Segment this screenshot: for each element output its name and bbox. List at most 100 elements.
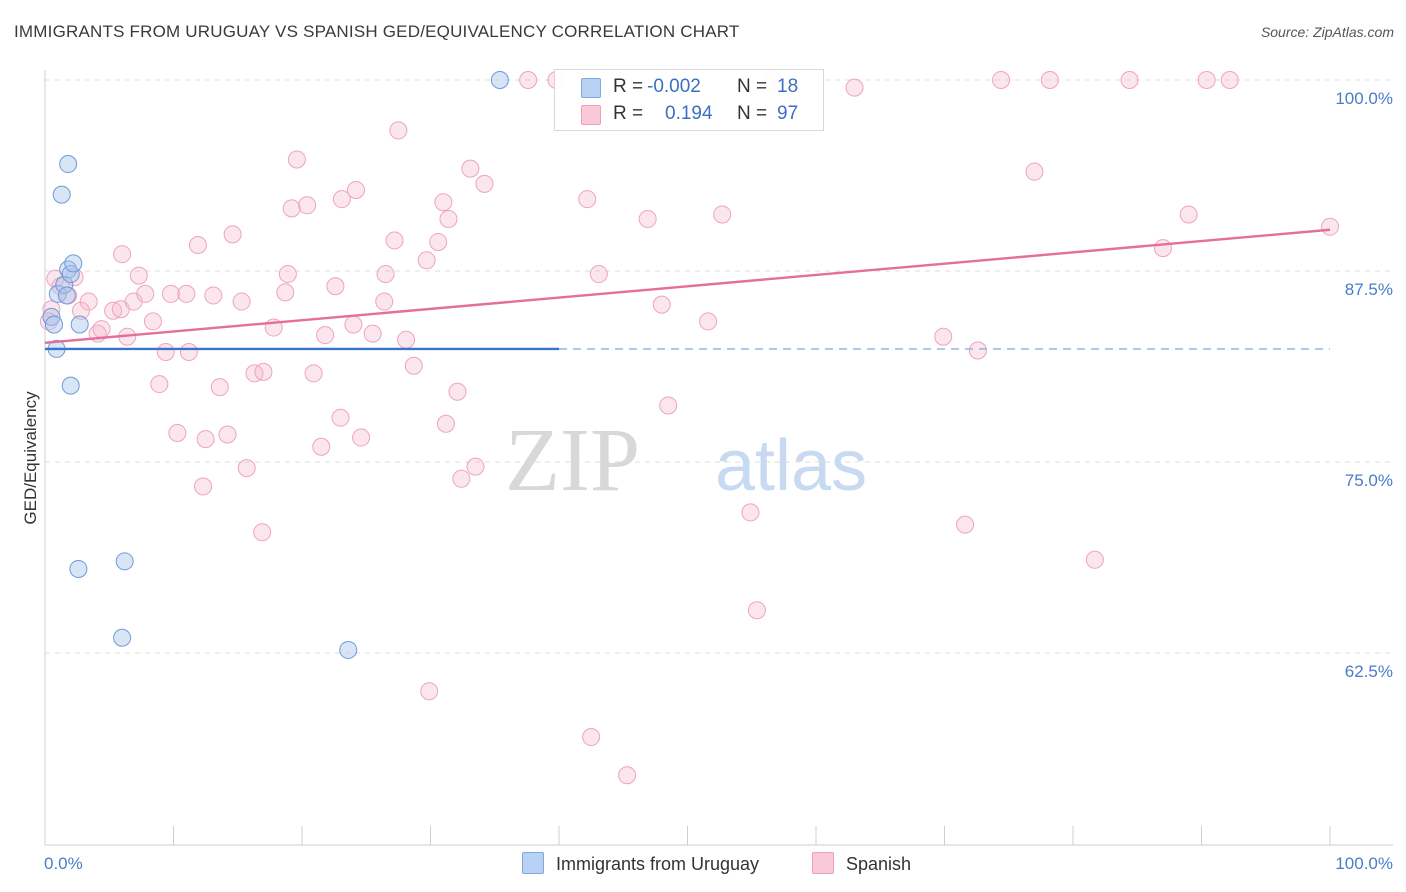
uruguay-point <box>64 254 83 273</box>
spanish-point <box>429 232 448 251</box>
spanish-point <box>992 71 1011 89</box>
spanish-point <box>618 766 637 785</box>
spanish-point <box>210 378 229 397</box>
legend-r-label: R = <box>613 103 644 124</box>
uruguay-point <box>339 640 358 659</box>
spanish-point <box>448 382 467 401</box>
spanish-point <box>254 362 273 381</box>
spanish-point <box>177 284 196 303</box>
spanish-point <box>659 396 678 415</box>
watermark-zip: ZIP <box>505 411 640 510</box>
spanish-point <box>436 414 455 433</box>
spanish-point <box>1197 71 1216 89</box>
y-tick-label: 100.0% <box>1335 89 1393 108</box>
spanish-point <box>113 245 132 264</box>
spanish-point <box>713 205 732 224</box>
y-tick-label: 75.0% <box>1345 471 1393 490</box>
spanish-point <box>326 277 345 296</box>
spanish-point <box>1120 71 1139 89</box>
spanish-point <box>276 283 295 302</box>
spanish-point <box>934 327 953 346</box>
uruguay-point <box>52 185 71 204</box>
y-tick-labels: 100.0% 87.5% 75.0% 62.5% <box>1335 89 1393 681</box>
bottom-legend-uruguay: Immigrants from Uruguay <box>522 852 759 875</box>
spanish-point <box>237 459 256 478</box>
legend-n-label: N = <box>737 103 768 124</box>
spanish-point <box>232 292 251 311</box>
legend-r-label: R = <box>613 76 644 97</box>
spanish-point <box>652 295 671 314</box>
spanish-point <box>218 425 237 444</box>
spanish-point <box>417 251 436 270</box>
bottom-legend-spanish: Spanish <box>812 852 911 875</box>
legend-n-value-spanish: 97 <box>777 103 799 124</box>
spanish-point <box>1085 550 1104 569</box>
legend-swatch-spanish <box>581 105 601 125</box>
spanish-point <box>245 364 264 383</box>
spanish-trend-line <box>44 228 1331 345</box>
spanish-point <box>461 159 480 178</box>
spanish-point <box>1025 162 1044 181</box>
spanish-point <box>156 342 175 361</box>
spanish-point <box>845 78 864 97</box>
spanish-point <box>363 324 382 343</box>
spanish-point <box>1321 217 1339 236</box>
uruguay-point <box>69 559 88 578</box>
spanish-point <box>298 196 317 215</box>
spanish-point <box>331 408 350 427</box>
spanish-point <box>92 320 111 339</box>
legend-n-label: N = <box>737 76 768 97</box>
spanish-point <box>129 266 148 285</box>
spanish-point <box>136 284 155 303</box>
spanish-point <box>143 312 162 331</box>
spanish-point <box>316 326 335 345</box>
spanish-point <box>344 315 363 334</box>
spanish-point <box>452 469 471 488</box>
legend-r-value-uruguay: -0.002 <box>647 76 701 97</box>
bottom-legend-label-uruguay: Immigrants from Uruguay <box>556 854 760 874</box>
spanish-point <box>253 523 272 542</box>
spanish-point <box>519 71 538 89</box>
spanish-point <box>397 330 416 349</box>
uruguay-point <box>44 315 63 334</box>
uruguay-point <box>55 275 74 294</box>
correlation-legend: R = -0.002 N = 18 R = 0.194 N = 97 <box>554 69 824 131</box>
y-tick-label: 62.5% <box>1345 662 1393 681</box>
uruguay-point <box>59 155 78 174</box>
legend-row-spanish: R = 0.194 N = 97 <box>555 100 823 128</box>
spanish-point <box>582 728 601 747</box>
chart-title: IMMIGRANTS FROM URUGUAY VS SPANISH GED/E… <box>14 22 740 41</box>
spanish-point <box>699 312 718 331</box>
spanish-point <box>150 375 169 394</box>
spanish-point <box>346 181 365 200</box>
gridlines <box>45 79 1392 654</box>
spanish-point <box>1040 71 1059 89</box>
spanish-point <box>578 190 597 209</box>
uruguay-point <box>57 286 76 305</box>
uruguay-point <box>70 315 89 334</box>
y-tick-label: 87.5% <box>1345 280 1393 299</box>
spanish-point <box>589 265 608 284</box>
watermark: ZIP atlas <box>505 411 867 510</box>
spanish-point <box>71 301 90 320</box>
x-tick-label-max: 100.0% <box>1335 854 1393 873</box>
spanish-point <box>389 121 408 140</box>
legend-swatch-uruguay <box>581 78 601 98</box>
trend-lines <box>44 228 1331 351</box>
legend-n-value-uruguay: 18 <box>777 76 799 97</box>
spanish-point <box>79 292 98 311</box>
spanish-point <box>168 423 187 442</box>
spanish-point <box>352 428 371 447</box>
axes <box>44 70 1393 846</box>
watermark-atlas: atlas <box>715 426 867 506</box>
legend-row-uruguay: R = -0.002 N = 18 <box>555 73 823 101</box>
spanish-point <box>747 601 766 620</box>
spanish-point <box>282 199 301 218</box>
spanish-point <box>278 265 297 284</box>
spanish-point <box>287 150 306 169</box>
uruguay-point <box>113 628 132 647</box>
spanish-point <box>196 430 215 449</box>
spanish-point <box>179 342 198 361</box>
spanish-point <box>332 190 351 209</box>
